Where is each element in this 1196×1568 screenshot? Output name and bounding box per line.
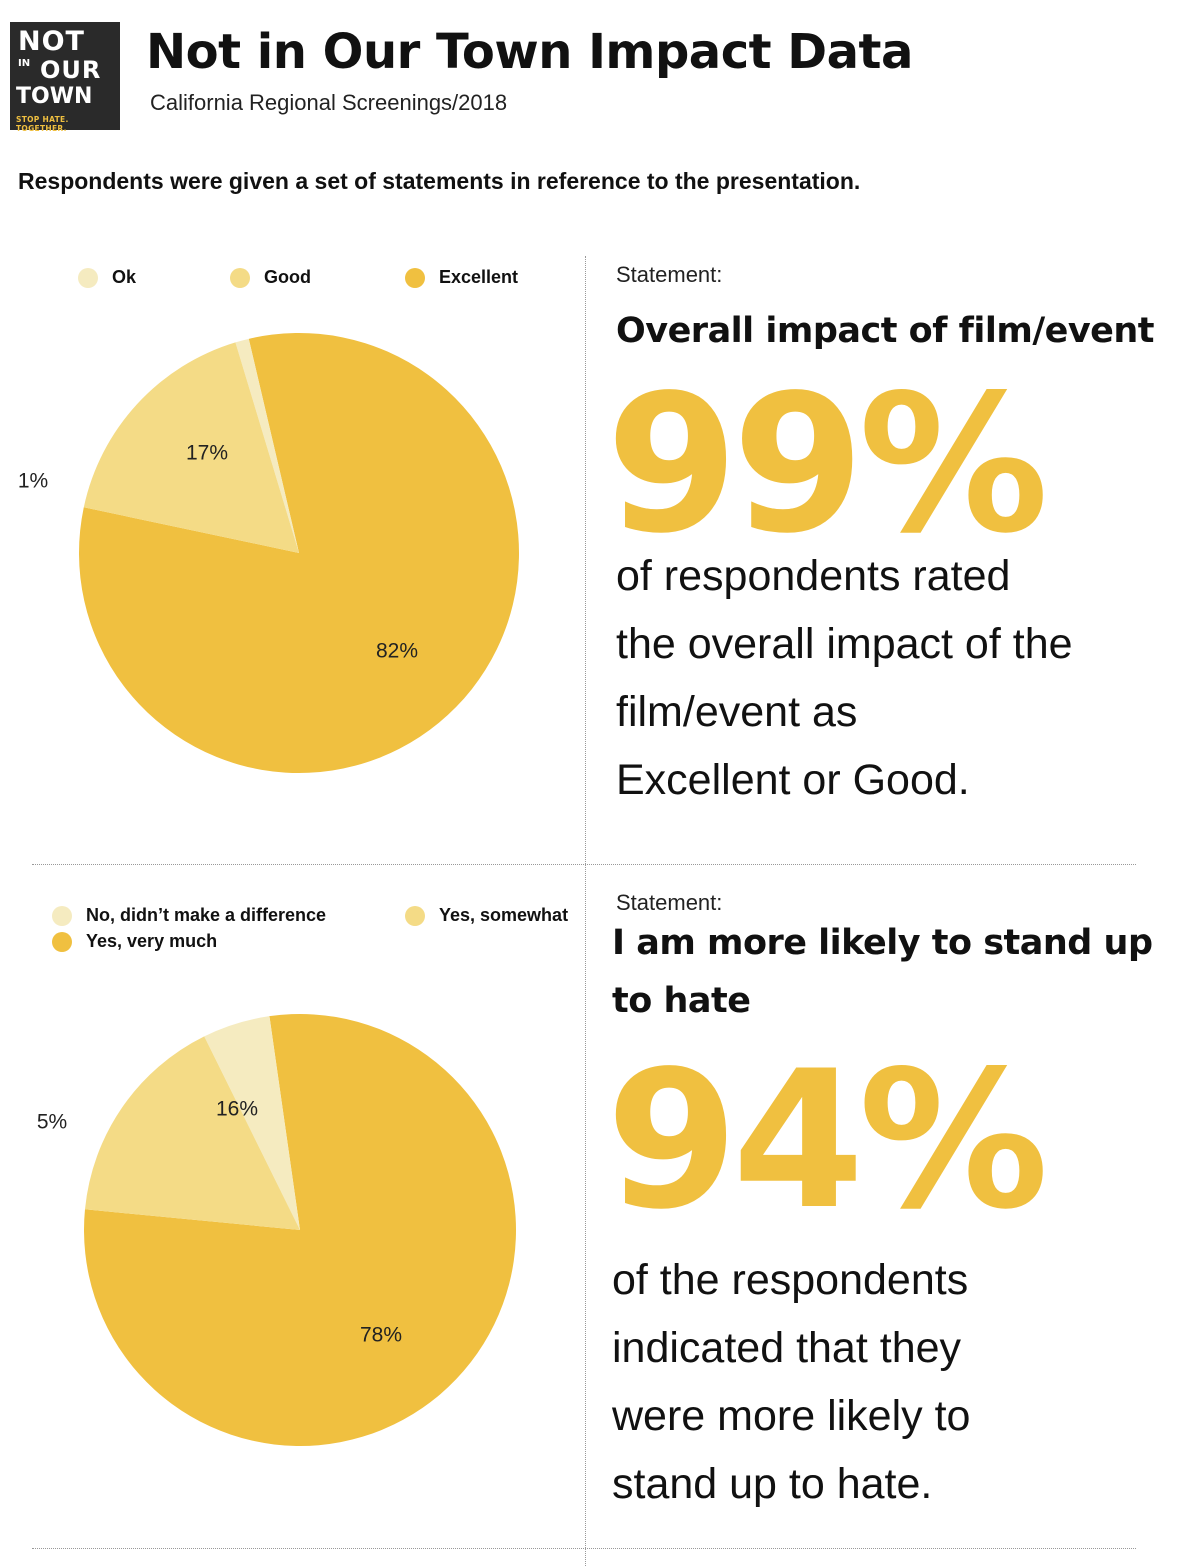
legend-label: Yes, somewhat: [439, 905, 569, 925]
pie-slice-no-didn-t-make-a-difference: [204, 1016, 300, 1230]
pie-slice-excellent: [78, 332, 519, 773]
description-line: of respondents rated: [616, 552, 1011, 600]
legend-item-somewhat: Yes, somewhat: [405, 905, 568, 926]
legend-dot-icon: [230, 267, 250, 288]
legend-item-good: Good: [230, 267, 311, 288]
big-percent: 94%: [606, 1030, 1049, 1251]
legend-dot-icon: [405, 267, 425, 288]
slice-label: 16%: [216, 1098, 258, 1121]
bottom-divider: [32, 1548, 1136, 1549]
pie-slice-yes-very-much: [83, 1014, 516, 1447]
legend-label: No, didn’t make a difference: [86, 905, 327, 925]
pie-slice-ok: [235, 338, 299, 553]
description-line: the overall impact of the: [616, 620, 1073, 668]
statement-label: Statement:: [616, 890, 723, 915]
logo-line-our: OUR: [40, 56, 102, 84]
slice-label: 78%: [360, 1324, 402, 1347]
slice-label: 5%: [37, 1111, 67, 1134]
pie-chart-stand-up: 78% 5% 16%: [37, 1014, 516, 1447]
legend-dot-icon: [78, 267, 98, 288]
legend-dot-icon: [52, 931, 72, 952]
logo-line-in: IN: [18, 58, 31, 69]
description-line: Excellent or Good.: [616, 756, 970, 804]
section-divider: [32, 864, 1136, 865]
legend-label: Ok: [112, 267, 137, 287]
legend-label: Yes, very much: [86, 931, 218, 951]
logo-tagline: STOP HATE. TOGETHER.: [16, 115, 69, 133]
legend-item-no-difference: No, didn’t make a difference: [52, 905, 326, 926]
statement-title: Overall impact of film/event: [616, 311, 1155, 351]
pie-chart-overall-impact: 82% 1% 17%: [18, 332, 519, 773]
big-percent: 99%: [606, 354, 1049, 575]
page-subtitle: California Regional Screenings/2018: [150, 90, 508, 115]
statement-title: I am more likely to stand up to hate: [612, 923, 1153, 1021]
pie-slice-yes-somewhat: [84, 1036, 301, 1230]
logo-line-not: NOT: [18, 26, 85, 57]
legend-item-very-much: Yes, very much: [52, 931, 217, 952]
legend-item-ok: Ok: [78, 267, 136, 288]
statement-description: of respondents rated the overall impact …: [616, 542, 1073, 814]
description-line: film/event as: [616, 688, 858, 736]
description-line: of the respondents: [612, 1256, 969, 1304]
slice-label: 82%: [376, 640, 418, 663]
legend-label: Excellent: [439, 267, 519, 287]
statement-description: of the respondents indicated that they w…: [612, 1246, 970, 1518]
description-line: indicated that they: [612, 1324, 962, 1372]
vertical-divider: [585, 256, 586, 1566]
pie-slice-good: [83, 342, 299, 553]
legend-dot-icon: [52, 905, 72, 926]
logo: NOT IN OUR TOWN STOP HATE. TOGETHER.: [10, 22, 120, 133]
description-line: stand up to hate.: [612, 1460, 933, 1508]
slice-label: 17%: [186, 442, 228, 465]
page-title: Not in Our Town Impact Data: [146, 24, 913, 80]
logo-line-town: TOWN: [16, 84, 93, 109]
description-line: were more likely to: [612, 1392, 971, 1440]
statement-label: Statement:: [616, 262, 723, 287]
intro-text: Respondents were given a set of statemen…: [18, 168, 861, 194]
legend-label: Good: [264, 267, 311, 287]
slice-label: 1%: [18, 470, 48, 493]
legend-dot-icon: [405, 905, 425, 926]
legend-item-excellent: Excellent: [405, 267, 518, 288]
